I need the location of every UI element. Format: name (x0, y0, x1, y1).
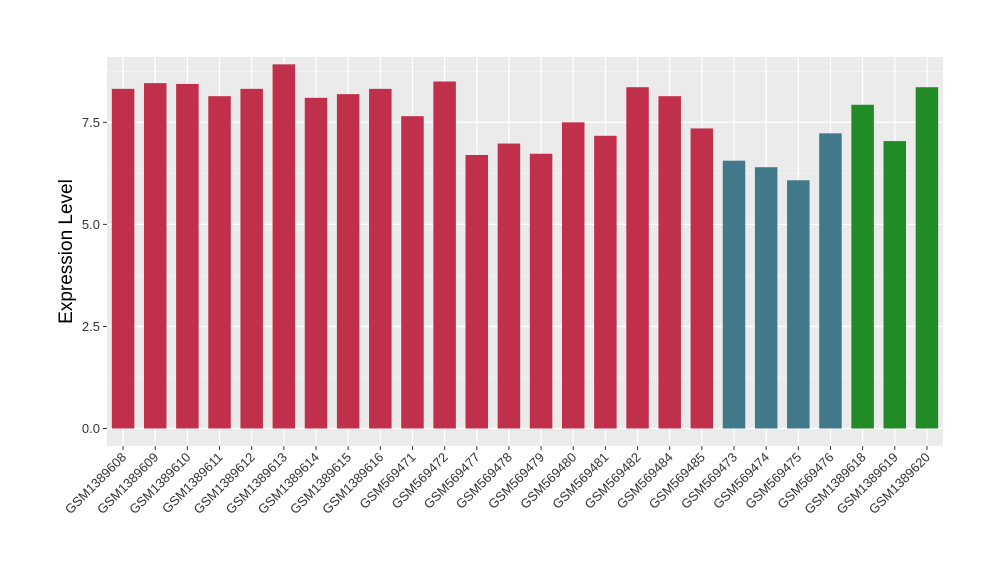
bar-GSM1389609 (143, 83, 167, 429)
bar-GSM569477 (465, 154, 489, 429)
y-tick-label: 7.5 (82, 115, 100, 130)
bar-GSM1389619 (883, 141, 907, 429)
bar-GSM1389610 (176, 83, 199, 429)
bar-GSM569484 (658, 96, 681, 429)
bar-GSM1389613 (272, 64, 296, 429)
y-tick-label: 2.5 (82, 319, 100, 334)
bar-GSM1389616 (369, 88, 392, 429)
y-axis-title: Expression Level (56, 179, 77, 324)
bar-GSM1389614 (304, 97, 328, 429)
bars (111, 64, 939, 429)
bar-GSM569472 (433, 81, 456, 429)
bar-GSM569481 (594, 135, 617, 429)
bar-GSM569474 (754, 167, 778, 429)
bar-GSM1389615 (336, 94, 360, 429)
bar-GSM569476 (819, 133, 842, 429)
bar-GSM569473 (722, 160, 746, 429)
bar-GSM1389611 (208, 96, 231, 429)
bar-GSM569475 (787, 180, 810, 429)
plot-panel (107, 57, 943, 446)
bar-GSM1389618 (851, 104, 874, 429)
y-axis: 0.0 2.5 5.0 7.5 (82, 115, 107, 436)
bar-GSM569479 (529, 153, 553, 429)
bar-GSM1389612 (240, 88, 263, 429)
bar-GSM1389620 (915, 87, 939, 429)
bar-GSM1389608 (111, 88, 135, 429)
y-tick-label: 5.0 (82, 217, 100, 232)
bar-GSM569485 (690, 128, 714, 429)
x-axis: GSM1389608GSM1389609GSM1389610GSM1389611… (62, 446, 933, 517)
bar-GSM569480 (561, 122, 585, 429)
bar-GSM569478 (497, 143, 521, 429)
y-tick-label: 0.0 (82, 421, 100, 436)
bar-GSM569471 (401, 116, 424, 429)
bar-GSM569482 (626, 87, 649, 429)
